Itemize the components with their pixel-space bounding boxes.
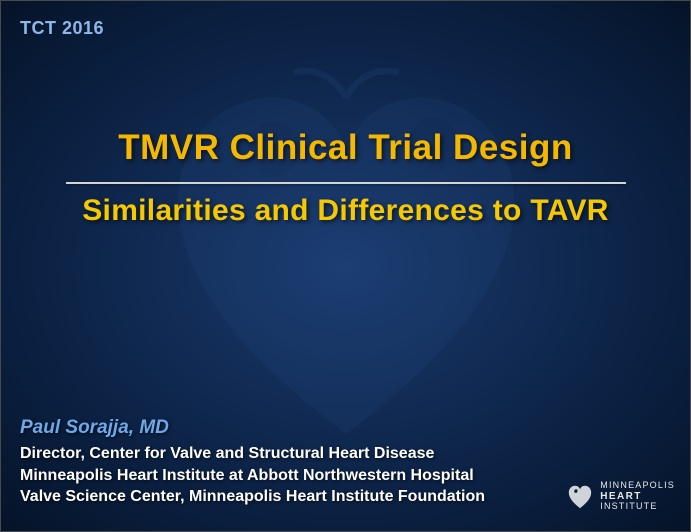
author-block: Paul Sorajja, MD Director, Center for Va… (20, 417, 485, 508)
institute-logo: MINNEAPOLIS HEART INSTITUTE (566, 481, 675, 512)
logo-text: MINNEAPOLIS HEART INSTITUTE (600, 481, 675, 512)
subtitle: Similarities and Differences to TAVR (0, 194, 691, 228)
title-divider (66, 182, 626, 184)
author-affiliation-1: Director, Center for Valve and Structura… (20, 443, 485, 465)
author-affiliation-3: Valve Science Center, Minneapolis Heart … (20, 486, 485, 508)
author-name: Paul Sorajja, MD (20, 417, 485, 439)
title-block: TMVR Clinical Trial Design Similarities … (0, 128, 691, 228)
heart-watermark (136, 56, 556, 476)
logo-line-3: INSTITUTE (600, 502, 675, 512)
author-affiliation-2: Minneapolis Heart Institute at Abbott No… (20, 465, 485, 487)
main-title: TMVR Clinical Trial Design (0, 128, 691, 168)
heart-logo-icon (566, 483, 594, 511)
conference-label: TCT 2016 (20, 18, 104, 39)
logo-line-1: MINNEAPOLIS (600, 481, 675, 491)
